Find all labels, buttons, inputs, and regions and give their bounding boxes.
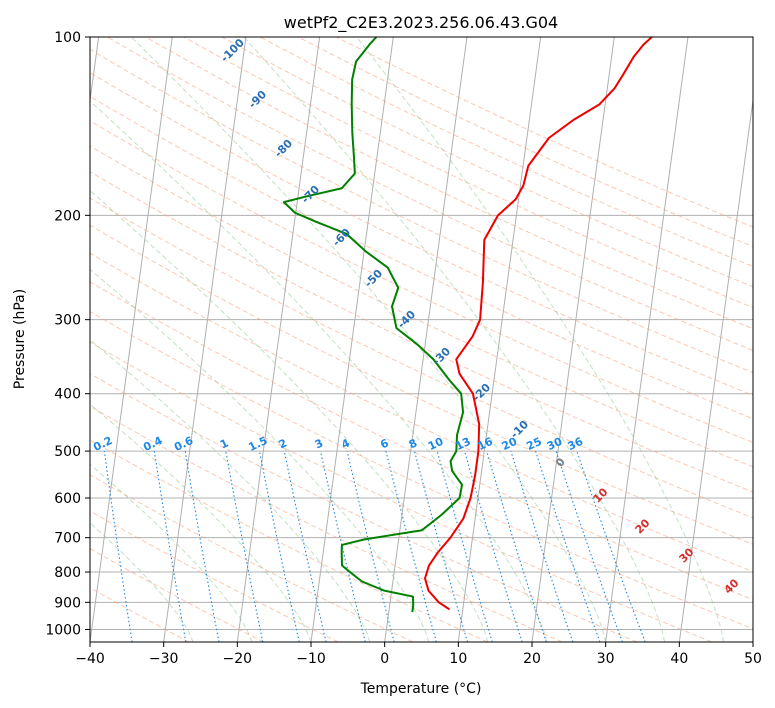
mixing-ratio-label: 10 <box>426 435 446 453</box>
mixing-ratio-line <box>535 450 601 642</box>
mixing-ratio-line <box>346 450 395 642</box>
dry-adiabat <box>90 72 753 396</box>
dry-adiabat <box>90 120 753 444</box>
moist-adiabat <box>90 190 489 642</box>
mixing-ratio-line <box>319 450 366 642</box>
dry-adiabat <box>90 439 488 642</box>
dewpoint-profile <box>282 37 465 613</box>
plot-frame <box>89 36 754 643</box>
dry-adiabat <box>90 252 753 573</box>
mixing-ratio-line <box>436 450 493 642</box>
temperature-profile <box>424 37 653 611</box>
isotherm-gridline <box>678 96 753 642</box>
x-tick-label: 30 <box>597 651 615 667</box>
mixing-ratio-line <box>258 450 300 642</box>
isotherm-gridline <box>605 37 689 642</box>
dry-adiabat <box>90 95 753 420</box>
dry-adiabat <box>90 510 339 642</box>
mixing-ratio-line <box>486 450 547 642</box>
dry-adiabat <box>90 48 753 374</box>
dry-adiabat <box>90 310 753 630</box>
mixing-ratio-label: 16 <box>476 435 496 453</box>
isotherm-gridline <box>457 37 542 642</box>
dry-adiabat <box>90 224 753 545</box>
dry-adiabat <box>107 37 753 352</box>
isotherm-gridline <box>163 37 247 642</box>
moist-adiabat <box>90 339 371 642</box>
dry-adiabat <box>336 37 753 228</box>
y-tick-label: 700 <box>54 531 81 547</box>
y-axis-label: Pressure (hPa) <box>12 289 28 389</box>
mixing-ratio-line <box>153 451 187 642</box>
x-tick-label: 50 <box>744 651 762 667</box>
mixing-ratio-line <box>510 450 574 642</box>
y-tick-label: 900 <box>54 595 81 611</box>
x-tick-label: −30 <box>149 651 179 667</box>
x-tick-label: −10 <box>296 651 326 667</box>
isotherm-gridline <box>531 37 615 642</box>
dry-adiabat <box>90 145 753 468</box>
moist-adiabat <box>90 100 548 642</box>
y-tick-label: 300 <box>54 313 81 329</box>
y-tick-label: 1000 <box>45 622 81 638</box>
dry-adiabat <box>90 474 414 642</box>
x-tick-label: 20 <box>523 651 541 667</box>
mixing-ratio-line <box>555 450 623 642</box>
mixing-ratio-label: 25 <box>524 435 543 453</box>
dry-adiabat <box>90 197 753 519</box>
x-tick-label: −20 <box>223 651 253 667</box>
x-tick-label: 10 <box>449 651 467 667</box>
mixing-ratio-line <box>385 450 437 642</box>
mixing-ratio-label: 13 <box>453 435 472 453</box>
dry-adiabat <box>145 37 753 330</box>
y-tick-label: 500 <box>54 444 81 460</box>
moist-adiabat <box>90 463 253 642</box>
chart-series <box>282 37 653 613</box>
y-tick-label: 800 <box>54 565 81 581</box>
mixing-ratio-line <box>464 450 523 642</box>
chart-axes: −40 −30 −20 −10 0 10 20 30 40 50 100 200 300 400 500 60… <box>45 30 762 667</box>
x-tick-label: 40 <box>670 651 688 667</box>
mixing-ratio-label: 36 <box>566 435 586 453</box>
mixing-ratio-line <box>576 450 646 642</box>
chart-title: wetPf2_C2E3.2023.256.06.43.G04 <box>284 13 558 33</box>
y-tick-label: 400 <box>54 387 81 403</box>
isotherm-gridline <box>236 37 321 642</box>
moist-adiabat <box>90 268 430 642</box>
isotherm-gridline <box>90 37 173 642</box>
mixing-ratio-label: 20 <box>500 435 520 453</box>
x-tick-label: 0 <box>380 651 389 667</box>
mixing-ratio-line <box>225 451 264 642</box>
dry-adiabat <box>90 405 563 642</box>
y-tick-label: 200 <box>54 208 81 224</box>
reference-lines <box>90 37 753 642</box>
dry-adiabat <box>298 37 753 248</box>
mixing-ratio-line <box>413 450 469 642</box>
mixing-ratio-line <box>103 451 133 642</box>
moist-adiabat <box>356 37 725 642</box>
mixing-ratio-line <box>184 451 220 642</box>
moist-adiabat <box>90 522 194 642</box>
mixing-ratio-label: 30 <box>545 435 565 453</box>
x-tick-label: −40 <box>75 651 105 667</box>
x-axis-label: Temperature (°C) <box>360 681 482 697</box>
isotherm-gridline <box>384 37 468 642</box>
y-tick-label: 100 <box>54 30 81 46</box>
y-tick-label: 600 <box>54 491 81 507</box>
dry-adiabat <box>183 37 753 309</box>
mixing-ratio-line <box>283 450 327 642</box>
